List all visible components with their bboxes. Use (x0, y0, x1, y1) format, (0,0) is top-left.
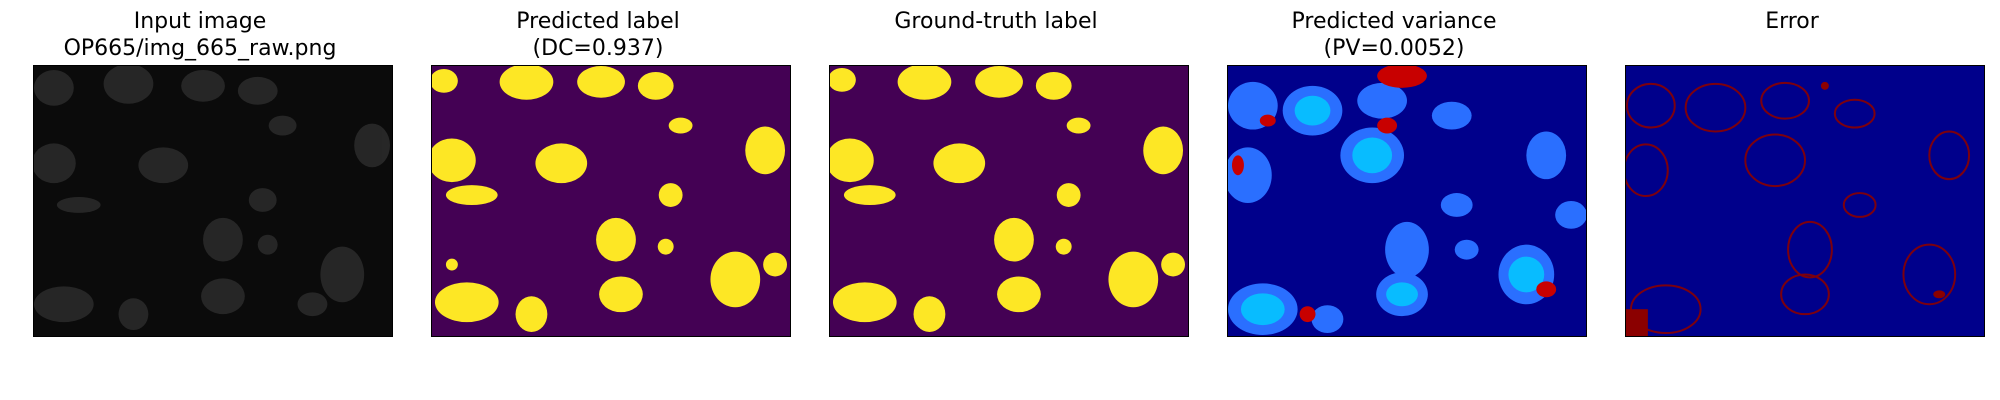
panel-title: Ground-truth label (796, 8, 1196, 35)
title-line-2: (DC=0.937) (532, 36, 664, 61)
panel-predicted-label: Predicted label (DC=0.937) (398, 0, 798, 400)
panel-error: Error (1592, 0, 1992, 400)
panel-title: Predicted variance (PV=0.0052) (1194, 8, 1594, 62)
title-line-2: (PV=0.0052) (1323, 36, 1465, 61)
panel-input-image: Input image OP665/img_665_raw.png (0, 0, 400, 400)
error-image (1626, 66, 1984, 336)
predicted-variance-frame (1227, 65, 1587, 337)
predicted-variance-image (1228, 66, 1586, 336)
title-line-1: Input image (133, 9, 267, 34)
title-line-1: Predicted variance (1291, 9, 1497, 34)
predicted-label-image (432, 66, 790, 336)
predicted-label-frame (431, 65, 791, 337)
panel-predicted-variance: Predicted variance (PV=0.0052) (1194, 0, 1594, 400)
ground-truth-label-frame (829, 65, 1189, 337)
panel-title: Error (1592, 8, 1992, 35)
panel-ground-truth-label: Ground-truth label (796, 0, 1196, 400)
ground-truth-label-image (830, 66, 1188, 336)
panel-title: Predicted label (DC=0.937) (398, 8, 798, 62)
error-frame (1625, 65, 1985, 337)
input-image-frame (33, 65, 393, 337)
title-line-1: Error (1765, 9, 1819, 34)
input-image (34, 66, 392, 336)
title-line-1: Ground-truth label (894, 9, 1098, 34)
panel-title: Input image OP665/img_665_raw.png (0, 8, 400, 62)
title-line-1: Predicted label (516, 9, 680, 34)
title-line-2: OP665/img_665_raw.png (63, 36, 337, 61)
